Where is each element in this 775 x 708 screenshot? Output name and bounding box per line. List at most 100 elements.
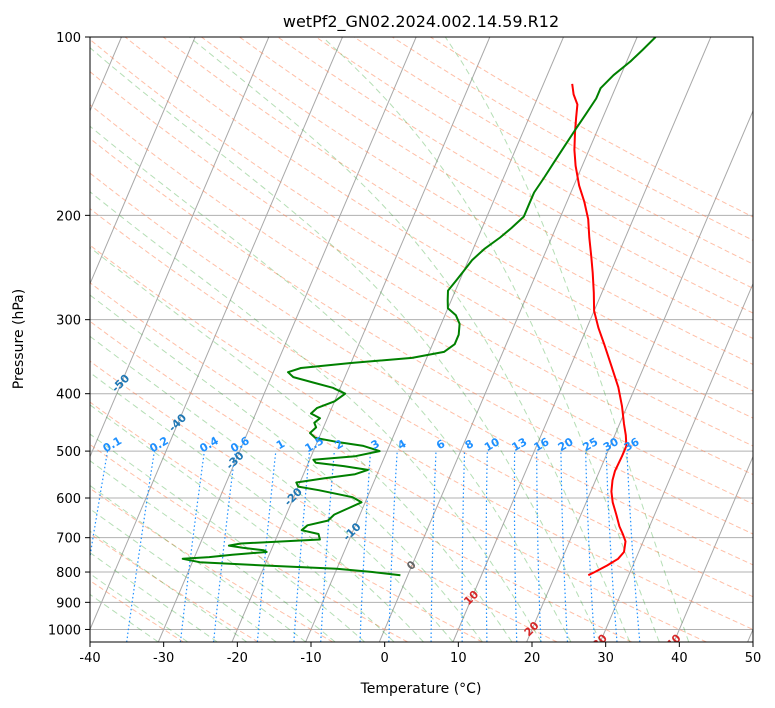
mixing-ratio-label: 4 [395,437,408,452]
dry-adiabat-line [90,443,408,642]
moist-adiabat-line [90,552,218,642]
x-tick-label: -10 [300,651,321,666]
dry-adiabat-line [90,360,558,642]
moist-adiabat-line [90,460,336,642]
mixing-ratio-line [213,451,236,642]
moist-adiabat-line [90,530,247,642]
moist-adiabat-line [90,593,159,642]
dry-adiabat-line [162,37,753,392]
y-tick-label: 400 [56,388,81,403]
dry-adiabat-line [124,37,753,419]
x-tick-label: 50 [745,651,762,666]
moist-adiabat-line [90,125,572,642]
x-tick-label: 20 [524,651,541,666]
isotherm-label: 0 [404,558,419,573]
dry-adiabat-line [201,37,753,365]
isotherm-line [599,282,753,642]
x-tick-label: 40 [671,651,688,666]
mixing-ratio-line [461,451,466,642]
mixing-ratio-line [90,451,109,560]
isotherm-line [90,37,270,458]
axes: -40 -30 -20 -10 0 10 20 30 40 5010020030040050060… [48,31,761,666]
isotherm-line [231,37,491,642]
dry-adiabat-line [90,533,259,642]
isotherm-line [378,37,638,642]
x-tick-label: -20 [227,651,248,666]
mixing-ratio-label: 0.2 [147,434,170,455]
moist-adiabat-line [90,573,189,642]
isotherm-label: 30 [590,631,610,651]
isotherm-line [90,37,196,286]
mixing-ratio-line [179,451,205,642]
mixing-ratio-line [126,451,155,642]
dry-adiabat-line [90,208,753,598]
moist-adiabat-line [90,508,277,642]
moist-adiabat-line [90,47,601,642]
x-tick-label: 0 [381,651,389,666]
isotherm-label: 40 [664,631,684,651]
moist-adiabat-line [322,37,660,642]
y-tick-label: 900 [56,596,81,611]
mixing-ratio-label: 6 [434,437,447,452]
y-tick-label: 700 [56,532,81,547]
x-tick-label: 10 [450,651,467,666]
plot-frame [89,36,754,643]
isotherm-line [452,37,712,642]
mixing-ratio-label: 3 [369,437,382,452]
background-lines [90,37,753,642]
x-axis-label: Temperature (°C) [360,681,482,697]
mixing-ratio-line [293,451,311,642]
moist-adiabat-line [90,371,424,642]
mixing-ratio-line [256,451,277,642]
isotherm-label: -20 [282,485,305,508]
y-tick-label: 500 [56,445,81,460]
isotherm-line [526,109,753,642]
moist-adiabat-line [90,246,513,642]
mixing-ratio-line [560,451,569,642]
dry-adiabat-line [90,71,753,476]
y-tick-label: 100 [56,31,81,46]
mixing-ratio-label: 8 [463,437,476,452]
isotherm-label: 20 [522,619,542,639]
mixing-ratio-line [430,451,437,642]
mixing-ratio-line [605,451,618,642]
dry-adiabat-line [353,37,753,265]
y-axis-label: Pressure (hPa) [11,289,27,389]
dry-adiabat-line [277,37,753,314]
moist-adiabat-line [90,404,395,642]
moist-adiabat-line [189,37,631,642]
x-tick-label: -40 [79,651,100,666]
mixing-ratio-label: 1.5 [303,434,326,455]
moist-adiabat-line [90,294,483,642]
isotherm-line [673,455,753,642]
dry-adiabat-line [90,487,334,642]
y-tick-label: 800 [56,566,81,581]
y-tick-label: 1000 [48,623,81,638]
chart-title: wetPf2_GN02.2024.002.14.59.R12 [283,12,559,32]
moist-adiabat-line [90,335,454,642]
isotherm-label: 10 [461,588,481,608]
isotherm-line [157,37,417,642]
dry-adiabat-line [90,104,753,505]
dry-adiabat-line [90,401,483,642]
dry-adiabat-line [90,320,632,642]
dry-adiabat-line [90,244,753,630]
y-tick-label: 600 [56,492,81,507]
isotherm-label: -10 [340,520,363,543]
mixing-ratio-label: 0.4 [197,434,221,455]
dry-adiabat-line [239,37,753,340]
moist-adiabat-line [90,484,307,642]
mixing-ratio-label: 0.1 [101,434,124,455]
profile-lines [181,37,657,577]
isotherm-line [90,37,343,631]
dewpoint-line [181,37,657,577]
x-tick-label: 30 [597,651,614,666]
temperature-line [571,83,628,577]
moist-adiabat-line [90,433,365,642]
mixing-ratio-label: 2 [333,437,346,452]
moist-adiabat-line [444,37,690,642]
mixing-ratio-label: 1 [274,437,287,452]
isotherm-line [747,628,753,642]
y-tick-label: 200 [56,209,81,224]
